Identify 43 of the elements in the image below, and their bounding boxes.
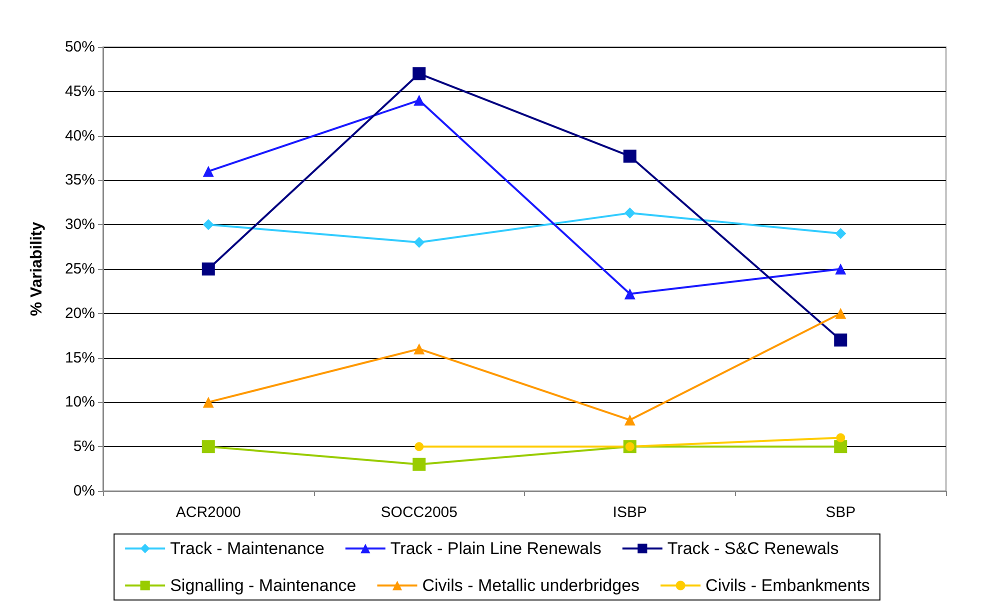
- y-tick-label: 0%: [73, 482, 95, 500]
- y-tick-label: 15%: [64, 349, 95, 366]
- point: [202, 219, 214, 230]
- point: [624, 414, 636, 426]
- point: [834, 334, 848, 347]
- legend-label: Civils - Metallic underbridges: [422, 576, 640, 595]
- point: [202, 262, 215, 276]
- y-tick-label: 5%: [73, 438, 95, 456]
- y-tick-label: 25%: [64, 260, 95, 278]
- x-tick-label: ACR2000: [176, 504, 241, 521]
- y-tick-label: 40%: [64, 127, 95, 144]
- point: [412, 458, 426, 471]
- point: [414, 94, 425, 106]
- legend-label: Track - Maintenance: [170, 539, 324, 558]
- point: [202, 440, 215, 454]
- point: [202, 396, 214, 408]
- y-tick-label: 30%: [64, 216, 95, 234]
- x-tick-label: SBP: [826, 504, 856, 521]
- point: [624, 208, 636, 219]
- legend-label: Signalling - Maintenance: [170, 576, 356, 595]
- point: [835, 264, 846, 274]
- point: [624, 288, 636, 300]
- y-tick-label: 45%: [64, 82, 95, 100]
- y-tick-label: 50%: [64, 38, 95, 56]
- point: [834, 440, 848, 454]
- point: [835, 228, 846, 239]
- point: [835, 308, 846, 319]
- legend-label: Track - S&C Renewals: [667, 539, 839, 558]
- point: [414, 236, 425, 248]
- x-tick-label: SOCC2005: [380, 504, 458, 521]
- point: [836, 433, 846, 442]
- point: [412, 67, 426, 80]
- y-tick-label: 20%: [64, 304, 95, 322]
- point: [202, 166, 214, 177]
- legend-label: Track - Plain Line Renewals: [390, 539, 602, 558]
- point: [414, 442, 424, 452]
- legend-label: Civils - Embankments: [706, 576, 870, 595]
- x-tick-label: ISBP: [612, 504, 647, 521]
- y-tick-label: 35%: [64, 172, 95, 189]
- point: [414, 343, 425, 354]
- y-axis-title: % Variability: [28, 222, 46, 316]
- y-tick-label: 10%: [64, 394, 95, 411]
- point: [623, 150, 636, 163]
